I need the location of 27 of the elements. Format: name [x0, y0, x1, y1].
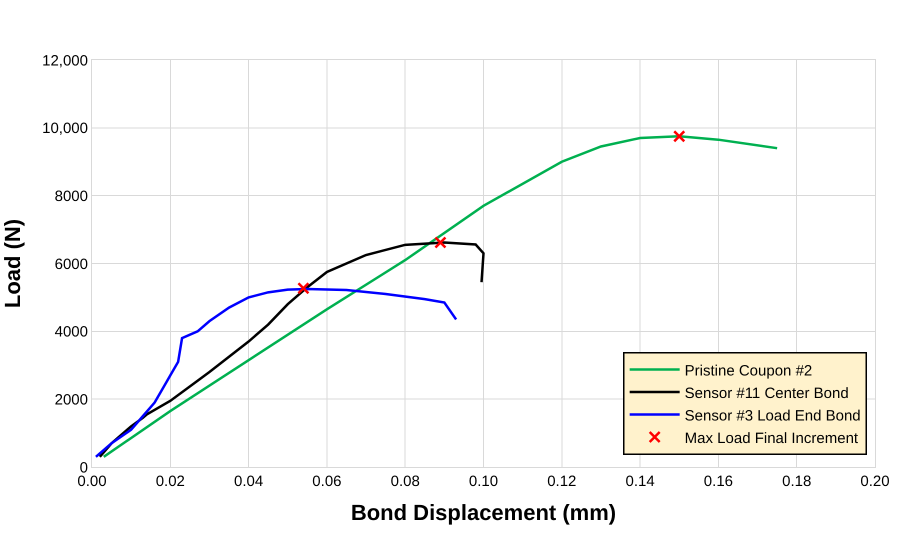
y-tick-label: 12,000 [42, 52, 88, 70]
x-tick-label: 0.12 [547, 473, 576, 490]
point [434, 236, 447, 249]
y-tick-label: 8000 [54, 188, 88, 205]
point [297, 282, 310, 295]
legend-label: Pristine Coupon #2 [684, 362, 812, 380]
y-tick-label: 6000 [54, 256, 88, 273]
x-tick-label: 0.02 [156, 473, 185, 490]
x-tick-label: 0.04 [234, 473, 264, 490]
line-series [94, 288, 458, 458]
y-tick-label: 10,000 [42, 120, 88, 138]
x-tick-label: 0.06 [312, 473, 342, 490]
point [673, 130, 686, 143]
x-tick-label: 0.08 [390, 473, 420, 490]
legend-label: Sensor #3 Load End Bond [684, 407, 861, 424]
legend-label: Sensor #11 Center Bond [684, 384, 849, 402]
x-tick-label: 0.16 [704, 473, 733, 490]
x-axis-title: Bond Displacement (mm) [350, 500, 616, 525]
legend-label: Max Load Final Increment [684, 430, 859, 447]
x-tick-label: 0.10 [468, 473, 498, 490]
y-tick-label: 4000 [54, 324, 88, 341]
y-axis-title: Load (N) [0, 218, 25, 308]
x-tick-label: 0.18 [782, 473, 812, 490]
line-series [98, 241, 485, 458]
x-tick-label: 0.20 [860, 473, 890, 490]
y-tick-label: 2000 [54, 391, 88, 408]
x-tick-label: 0.14 [626, 473, 655, 490]
